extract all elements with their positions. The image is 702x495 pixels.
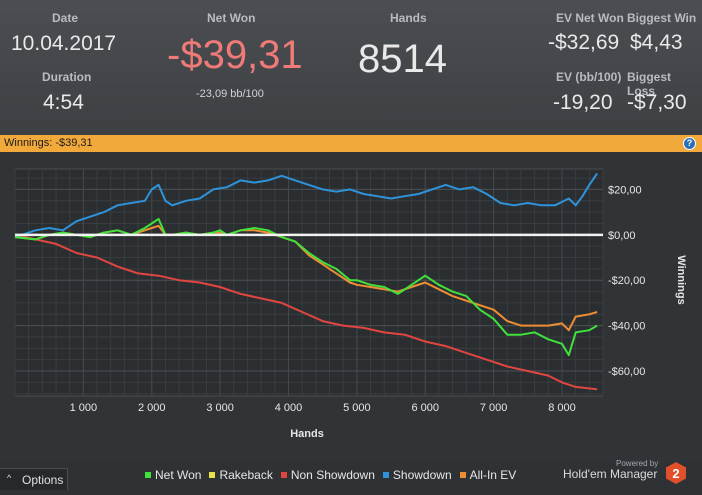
hem2-logo-icon: 2 xyxy=(666,462,686,484)
legend-swatch xyxy=(280,472,287,478)
date-label: Date xyxy=(52,11,79,25)
y-tick-label: -$40,00 xyxy=(608,321,645,333)
y-tick-label: -$20,00 xyxy=(608,275,645,287)
y-tick-label: $20,00 xyxy=(608,184,642,196)
winnings-bar-label: Winnings: xyxy=(4,137,53,149)
biggest-loss-label: Biggest Loss xyxy=(627,70,672,98)
hands-label: Hands xyxy=(390,11,427,25)
legend-label: Non Showdown xyxy=(290,468,375,482)
x-tick-label: 8 000 xyxy=(548,402,576,414)
series-non-showdown-line xyxy=(14,233,598,391)
x-axis-title: Hands xyxy=(290,428,324,440)
logo-number: 2 xyxy=(672,466,679,481)
ev-bb-label: EV (bb/100) xyxy=(556,70,622,84)
x-tick-label: 6 000 xyxy=(411,402,439,414)
chart-legend: Net Won Rakeback Non Showdown Showdown All-I… xyxy=(145,468,524,482)
winnings-chart-svg: $20,00 $0,00 -$20,00 -$40,00 -$60,00 1 000 2 0… xyxy=(14,168,687,440)
duration-value: 4:54 xyxy=(43,91,84,114)
plot-background xyxy=(14,168,604,397)
biggest-loss-value: -$7,30 xyxy=(627,91,687,114)
series-showdown-line xyxy=(14,172,598,239)
y-tick-label: -$60,00 xyxy=(608,366,645,378)
y-axis-title: Winnings xyxy=(675,255,687,304)
ev-bb-value: -19,20 xyxy=(553,91,613,114)
winnings-bar-value: -$39,31 xyxy=(55,137,93,149)
legend-swatch xyxy=(459,472,466,478)
biggest-win-label: Biggest Win xyxy=(627,11,697,25)
legend-swatch xyxy=(145,472,151,478)
duration-label: Duration xyxy=(42,70,92,84)
brand-name: Hold'em Manager xyxy=(563,467,658,481)
biggest-win-value: $4,43 xyxy=(630,31,683,54)
winnings-bar: Winnings: -$39,31 ? xyxy=(0,135,702,152)
legend-label: All-In EV xyxy=(469,468,517,482)
date-value: 10.04.2017 xyxy=(11,32,117,55)
legend-item-showdown[interactable]: Showdown xyxy=(382,468,452,482)
winnings-bar-text: Winnings: -$39,31 xyxy=(4,137,93,149)
x-tick-label: 4 000 xyxy=(275,402,303,414)
legend-item-non-showdown[interactable]: Non Showdown xyxy=(280,468,375,482)
legend-swatch xyxy=(209,472,216,478)
legend-item-all-in-ev[interactable]: All-In EV xyxy=(459,468,517,482)
ev-net-won-value: -$32,69 xyxy=(548,31,620,54)
x-tick-label: 2 000 xyxy=(138,402,166,414)
legend-swatch xyxy=(382,472,389,478)
x-tick-label: 3 000 xyxy=(206,402,234,414)
x-tick-label: 1 000 xyxy=(70,402,98,414)
x-tick-label: 5 000 xyxy=(343,402,371,414)
legend-item-rakeback[interactable]: Rakeback xyxy=(209,468,273,482)
ev-net-won-label: EV Net Won xyxy=(556,11,624,25)
stats-panel: Date 10.04.2017 Duration 4:54 Net Won -$… xyxy=(0,0,702,135)
net-won-bb-value: -23,09 bb/100 xyxy=(196,88,264,100)
winnings-chart: $20,00 $0,00 -$20,00 -$40,00 -$60,00 1 000 2 0… xyxy=(0,152,702,462)
hands-value: 8514 xyxy=(358,37,447,81)
options-label: Options xyxy=(22,473,64,487)
help-icon[interactable]: ? xyxy=(683,137,696,150)
caret-up-icon: ^ xyxy=(7,473,12,483)
net-won-value: -$39,31 xyxy=(167,33,303,77)
x-tick-label: 7 000 xyxy=(480,402,508,414)
y-tick-label: $0,00 xyxy=(608,230,636,242)
powered-by-text: Powered by xyxy=(616,459,659,468)
legend-label: Net Won xyxy=(155,468,202,482)
legend-item-net-won[interactable]: Net Won xyxy=(145,468,201,482)
options-button[interactable]: ^ Options xyxy=(0,468,68,490)
net-won-label: Net Won xyxy=(207,11,256,25)
legend-label: Rakeback xyxy=(219,468,273,482)
footer: ^ Options Net Won Rakeback Non Showdown Sho… xyxy=(0,459,702,495)
legend-label: Showdown xyxy=(392,468,452,482)
